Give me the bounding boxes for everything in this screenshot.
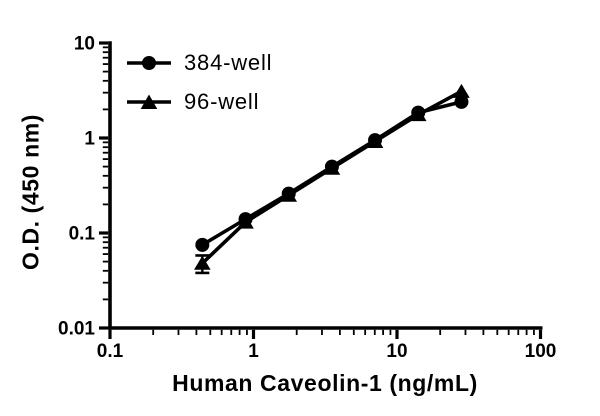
y-tick-label: 10 xyxy=(74,34,95,55)
triangle-marker-icon xyxy=(127,94,171,109)
legend: 384-well 96-well xyxy=(127,50,273,130)
x-tick-label: 0.1 xyxy=(97,341,124,362)
axes xyxy=(108,41,543,330)
x-axis-ticks xyxy=(108,329,543,339)
data-point-marker xyxy=(453,83,470,98)
data-point-marker xyxy=(281,186,296,201)
data-point-marker xyxy=(194,255,211,270)
x-tick-label: 1 xyxy=(248,341,259,362)
x-tick-label: 10 xyxy=(386,341,407,362)
data-point-marker xyxy=(454,94,469,109)
y-tick-labels: 0.01 0.1 1 10 xyxy=(58,34,95,340)
y-axis-ticks xyxy=(99,41,109,330)
x-tick-label: 100 xyxy=(525,341,557,362)
y-axis-title: O.D. (450 nm) xyxy=(17,113,44,271)
legend-label-384-well: 384-well xyxy=(184,50,273,75)
data-point-marker xyxy=(324,159,339,174)
legend-item-384-well: 384-well xyxy=(127,50,273,75)
x-tick-labels: 0.1 1 10 100 xyxy=(97,341,557,362)
data-point-marker xyxy=(195,237,210,252)
data-point-marker xyxy=(368,133,383,148)
data-point-marker xyxy=(411,105,426,120)
x-axis-title: Human Caveolin-1 (ng/mL) xyxy=(172,370,478,396)
data-point-marker xyxy=(238,212,253,227)
y-tick-label: 0.01 xyxy=(58,319,95,340)
y-tick-label: 1 xyxy=(84,129,95,150)
legend-label-96-well: 96-well xyxy=(184,89,260,114)
legend-item-96-well: 96-well xyxy=(127,89,272,114)
series-markers-384-well xyxy=(195,94,469,252)
circle-marker-icon xyxy=(127,56,171,70)
y-tick-label: 0.1 xyxy=(69,224,96,245)
